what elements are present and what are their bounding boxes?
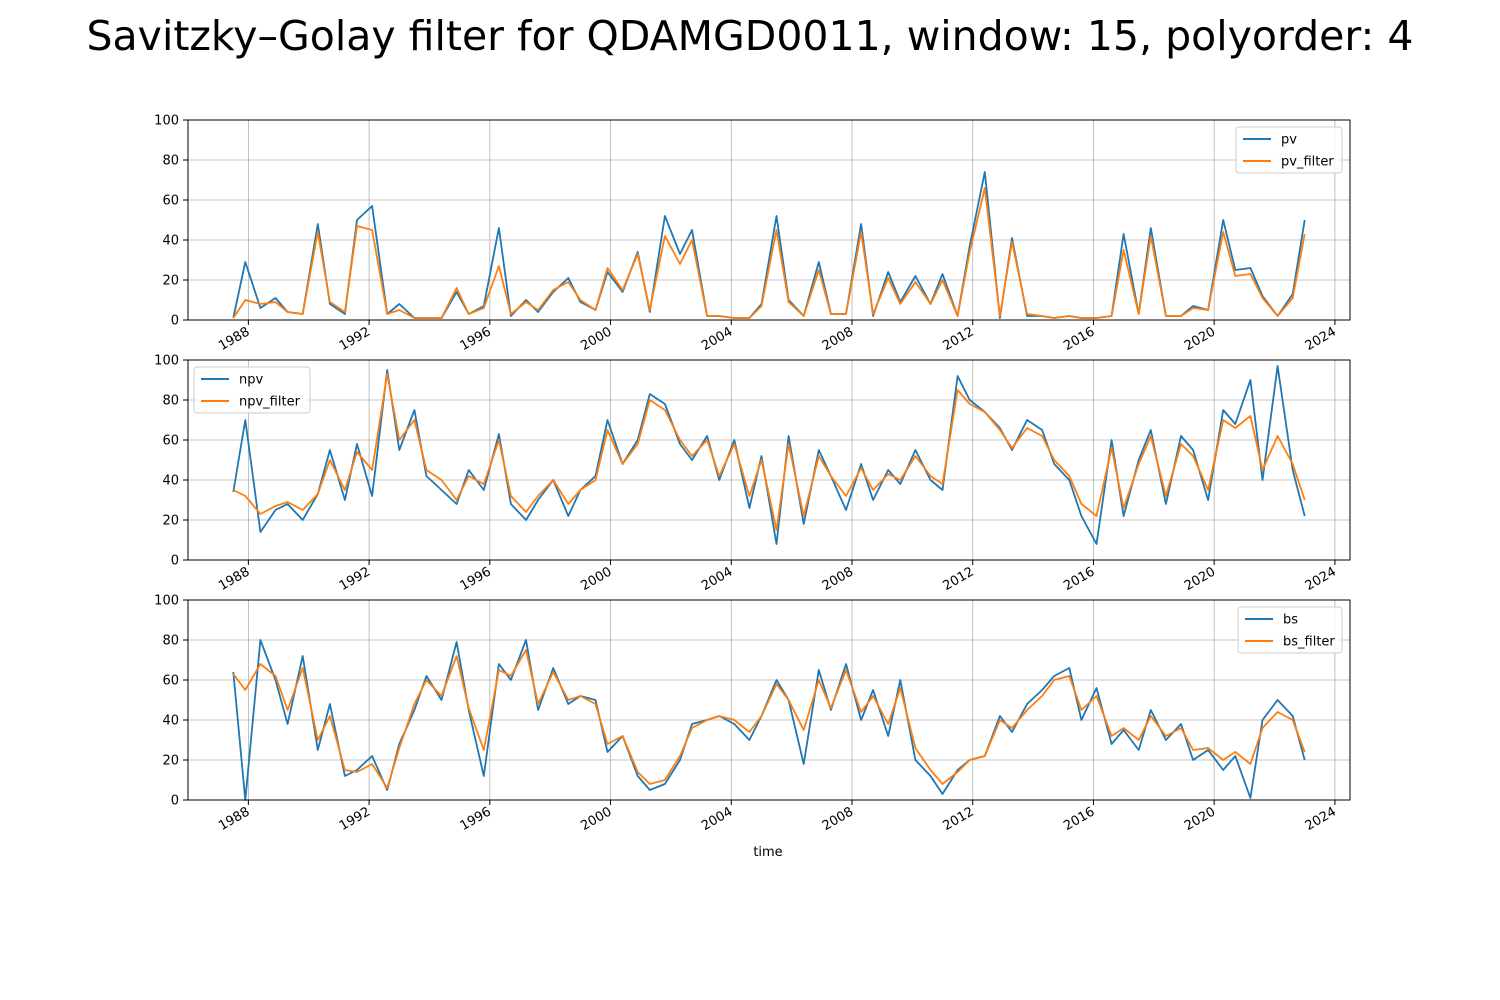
panel-bs: 0 20 40 60 80 100 1988 1992 1996 2000 2004 2008 2012… (154, 594, 1351, 860)
x-tick-label: 1988 (216, 804, 252, 834)
legend: bs bs_filter (1237, 606, 1343, 654)
y-tick-label: 0 (171, 794, 179, 809)
legend-label-npv: npv (239, 373, 263, 388)
y-tick-label: 80 (162, 394, 179, 409)
y-tick-label: 60 (162, 674, 179, 689)
x-tick-label: 1996 (458, 564, 494, 594)
axes-frame (187, 599, 1351, 801)
x-tick-label: 2016 (1061, 564, 1097, 594)
y-tick-label: 0 (171, 314, 179, 329)
y-tick-label: 20 (162, 754, 179, 769)
series-line-bs_filter (232, 649, 1306, 789)
x-tick-label: 2004 (699, 804, 735, 834)
x-tick-label: 1996 (458, 324, 494, 354)
y-tick-label: 40 (162, 234, 179, 249)
x-tick-label: 2000 (578, 564, 614, 594)
y-tick-label: 80 (162, 634, 179, 649)
x-tick-label: 1988 (216, 564, 252, 594)
legend-label-pv: pv (1281, 133, 1297, 148)
panel-pv: 0 20 40 60 80 100 1988 1992 1996 2000 2004 2008 2012… (154, 114, 1351, 354)
x-tick-label: 2016 (1061, 804, 1097, 834)
legend-label-bs_filter: bs_filter (1283, 635, 1335, 650)
series-line-npv (232, 365, 1306, 545)
y-tick-label: 60 (162, 194, 179, 209)
y-tick-label: 100 (154, 114, 179, 129)
x-tick-label: 2000 (578, 324, 614, 354)
axes-frame (187, 119, 1351, 321)
x-tick-label: 1996 (458, 804, 494, 834)
x-tick-label: 2024 (1303, 804, 1339, 834)
legend-label-bs: bs (1283, 613, 1298, 628)
x-axis-label: time (753, 845, 782, 860)
legend-label-npv_filter: npv_filter (239, 395, 301, 410)
x-tick-label: 2012 (941, 564, 977, 594)
x-tick-label: 1992 (337, 804, 373, 834)
y-tick-label: 100 (154, 354, 179, 369)
x-tick-label: 2008 (820, 564, 856, 594)
y-tick-label: 0 (171, 554, 179, 569)
x-tick-label: 1992 (337, 324, 373, 354)
legend-label-pv_filter: pv_filter (1281, 155, 1334, 170)
x-tick-label: 2008 (820, 804, 856, 834)
y-tick-label: 100 (154, 594, 179, 609)
series-line-npv_filter (232, 373, 1306, 531)
y-tick-label: 60 (162, 434, 179, 449)
y-tick-label: 20 (162, 274, 179, 289)
x-tick-label: 2020 (1182, 564, 1218, 594)
y-tick-label: 80 (162, 154, 179, 169)
y-tick-label: 40 (162, 714, 179, 729)
x-tick-label: 1992 (337, 564, 373, 594)
x-tick-label: 1988 (216, 324, 252, 354)
series-line-pv_filter (232, 187, 1306, 319)
x-tick-label: 2004 (699, 564, 735, 594)
axes-frame (187, 359, 1351, 561)
legend: pv pv_filter (1235, 126, 1343, 174)
x-tick-label: 2000 (578, 804, 614, 834)
x-tick-label: 2012 (941, 804, 977, 834)
y-tick-label: 40 (162, 474, 179, 489)
series-line-pv (232, 171, 1306, 319)
x-tick-label: 2020 (1182, 324, 1218, 354)
x-tick-label: 2004 (699, 324, 735, 354)
x-tick-label: 2016 (1061, 324, 1097, 354)
figure-title: Savitzky–Golay filter for QDAMGD0011, wi… (86, 12, 1414, 60)
legend: npv npv_filter (193, 366, 311, 414)
x-tick-label: 2012 (941, 324, 977, 354)
x-tick-label: 2024 (1303, 324, 1339, 354)
x-tick-label: 2024 (1303, 564, 1339, 594)
x-tick-label: 2020 (1182, 804, 1218, 834)
x-tick-label: 2008 (820, 324, 856, 354)
panel-npv: 0 20 40 60 80 100 1988 1992 1996 2000 2004 2008 2012… (154, 354, 1351, 594)
y-tick-label: 20 (162, 514, 179, 529)
